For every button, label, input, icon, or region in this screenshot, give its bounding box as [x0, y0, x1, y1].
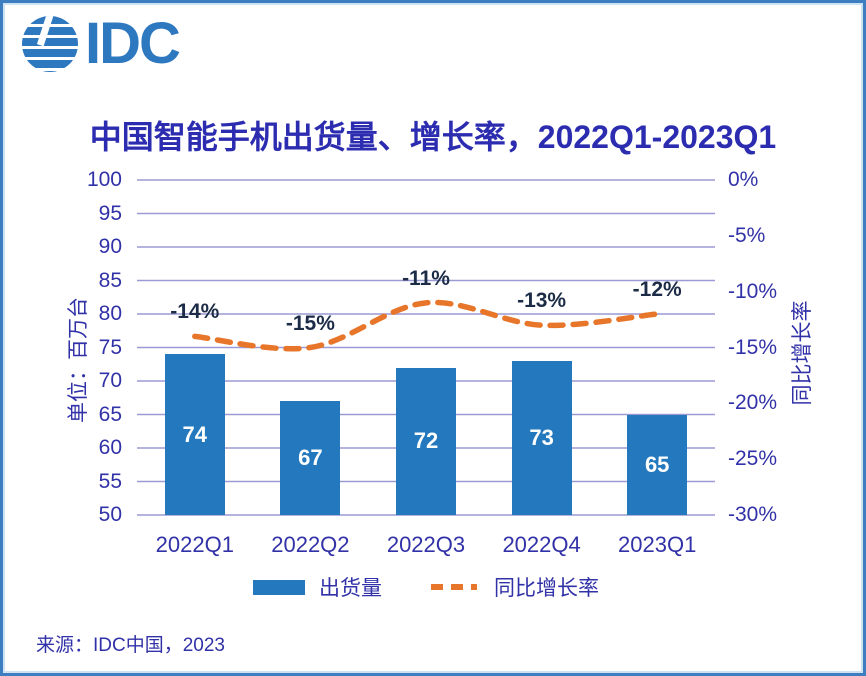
right-axis-tick: -10% — [728, 279, 778, 303]
line-point-label: -12% — [632, 278, 682, 301]
right-axis-tick: -30% — [728, 503, 778, 526]
legend-line-swatch — [431, 584, 477, 590]
left-axis-tick: 95 — [98, 201, 122, 225]
idc-logo-text: IDC — [85, 11, 181, 76]
bar — [164, 354, 225, 515]
left-axis-tick: 60 — [98, 436, 122, 459]
bar-value-label: 73 — [529, 424, 554, 450]
left-axis-tick: 50 — [98, 503, 122, 526]
left-axis-tick: 100 — [86, 168, 122, 191]
bar — [511, 360, 572, 515]
left-axis-tick: 65 — [98, 402, 122, 426]
bar — [627, 414, 688, 515]
left-axis-tick: 55 — [98, 469, 122, 493]
right-axis-tick: -20% — [728, 391, 778, 415]
bar-value-label: 72 — [413, 428, 439, 454]
left-axis-tick: 90 — [98, 235, 122, 258]
left-axis-tick: 70 — [98, 369, 122, 392]
source-note: 来源：IDC中国，2023 — [36, 635, 225, 656]
legend-bar-label: 出货量 — [319, 577, 382, 600]
bar-value-label: 67 — [298, 445, 323, 471]
right-axis-tick: -15% — [728, 335, 778, 359]
category-label: 2023Q1 — [618, 532, 697, 557]
chart-title: 中国智能手机出货量、增长率，2022Q1-2023Q1 — [89, 119, 777, 155]
idc-logo: IDC — [22, 11, 181, 76]
bar — [396, 367, 456, 515]
bar-value-label: 74 — [182, 421, 208, 447]
line-point-label: -13% — [517, 289, 567, 313]
category-label: 2022Q4 — [502, 532, 581, 557]
right-axis-tick: -25% — [728, 447, 778, 471]
legend-bar-swatch — [253, 579, 305, 595]
category-label: 2022Q1 — [155, 532, 234, 557]
left-axis-tick: 80 — [98, 302, 122, 325]
legend-line-label: 同比增长率 — [494, 577, 599, 600]
line-point-label: -15% — [285, 311, 335, 335]
bar-value-label: 65 — [644, 451, 670, 477]
category-label: 2022Q2 — [271, 532, 350, 557]
line-point-label: -11% — [402, 266, 450, 290]
idc-globe-icon — [22, 16, 78, 72]
left-axis-tick: 85 — [98, 268, 122, 292]
left-axis-tick: 75 — [98, 335, 122, 359]
right-axis-tick: 0% — [728, 168, 759, 191]
bar — [280, 401, 341, 515]
growth-rate-line — [192, 299, 660, 352]
category-label: 2022Q3 — [386, 532, 466, 557]
right-axis-tick: -5% — [728, 223, 766, 247]
legend: 出货量 同比增长率 — [137, 574, 715, 600]
line-point-label: -14% — [170, 300, 220, 324]
